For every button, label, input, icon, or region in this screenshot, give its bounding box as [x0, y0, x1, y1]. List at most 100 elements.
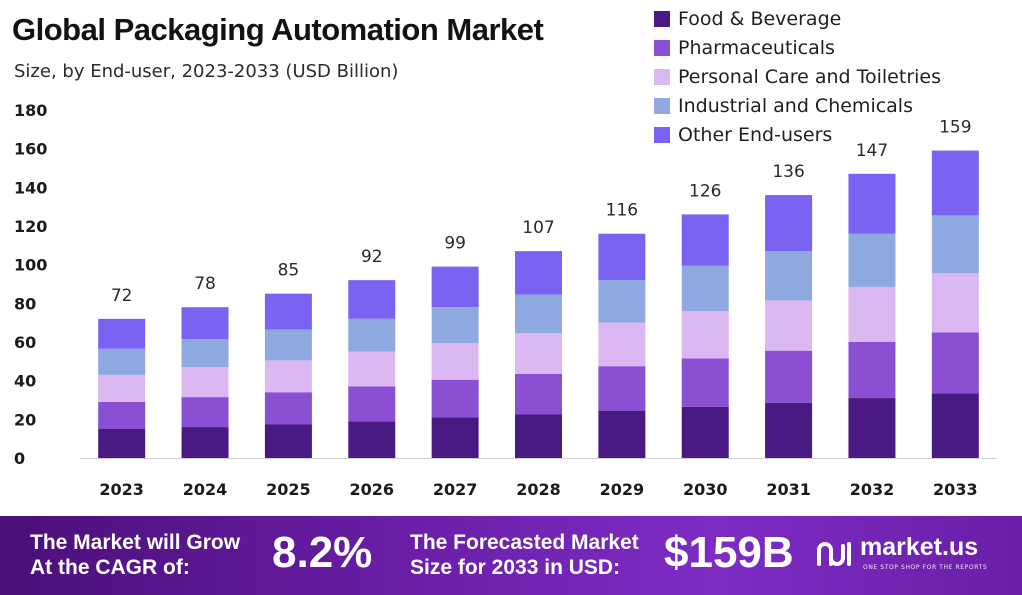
- bar-segment-personal-care-2024: [181, 367, 229, 398]
- x-tick-label-2032: 2032: [850, 480, 895, 499]
- y-tick-label: 180: [14, 101, 47, 120]
- bar-segment-pharmaceuticals-2027: [431, 379, 479, 418]
- bar-segment-other-end-users-2033: [931, 150, 979, 216]
- bar-segment-pharmaceuticals-2026: [348, 386, 396, 422]
- bar-segment-industrial-chemicals-2033: [931, 215, 979, 274]
- legend-label-personal-care: Personal Care and Toiletries: [678, 65, 942, 88]
- legend-label-industrial-chemicals: Industrial and Chemicals: [678, 94, 913, 117]
- bar-segment-food-beverage-2028: [515, 414, 562, 458]
- bar-segment-food-beverage-2027: [431, 417, 479, 458]
- legend-item-pharmaceuticals: Pharmaceuticals: [654, 33, 941, 62]
- y-tick-label: 40: [14, 372, 36, 391]
- chart-title: Global Packaging Automation Market: [12, 12, 544, 47]
- bar-stack-2026: 92: [348, 247, 396, 458]
- legend-item-personal-care: Personal Care and Toiletries: [654, 62, 941, 91]
- legend-item-industrial-chemicals: Industrial and Chemicals: [654, 91, 941, 120]
- bar-segment-other-end-users-2032: [848, 173, 896, 234]
- bar-stack-2027: 99: [431, 234, 479, 458]
- y-tick-label: 100: [14, 256, 47, 275]
- legend-label-food-beverage: Food & Beverage: [678, 7, 842, 30]
- bar-segment-food-beverage-2031: [765, 402, 813, 458]
- total-label-2025: 85: [278, 261, 300, 281]
- bar-segment-other-end-users-2028: [515, 251, 562, 295]
- bar-segment-other-end-users-2029: [598, 233, 646, 281]
- bar-segment-industrial-chemicals-2030: [681, 265, 729, 312]
- bar-segment-personal-care-2029: [598, 322, 646, 367]
- x-tick-label-2026: 2026: [350, 480, 395, 499]
- bar-segment-industrial-chemicals-2026: [348, 318, 396, 352]
- x-tick-label-2024: 2024: [183, 480, 228, 499]
- bar-segment-pharmaceuticals-2028: [515, 373, 562, 415]
- bar-segment-food-beverage-2023: [98, 429, 146, 458]
- bar-segment-personal-care-2028: [515, 333, 562, 374]
- bar-segment-personal-care-2027: [431, 342, 479, 380]
- bar-stack-2032: 147: [848, 141, 896, 458]
- legend-swatch-other-end-users: [654, 126, 670, 143]
- y-tick-label: 60: [14, 333, 36, 352]
- forecast-caption: The Forecasted Market Size for 2033 in U…: [410, 530, 639, 580]
- chart-subtitle: Size, by End-user, 2023-2033 (USD Billio…: [14, 61, 399, 82]
- legend-swatch-industrial-chemicals: [654, 97, 670, 114]
- x-tick-label-2023: 2023: [99, 480, 144, 499]
- total-label-2031: 136: [772, 162, 804, 182]
- cagr-caption-line1: The Market will Grow: [30, 531, 241, 554]
- bar-segment-other-end-users-2025: [264, 293, 312, 330]
- bar-stack-2030: 126: [681, 181, 729, 458]
- bar-segment-food-beverage-2024: [181, 427, 229, 458]
- stacked-bar-chart: 0 20 40 60 80 100 120 140 160 180 72 78 85 92 99 107 11…: [14, 101, 997, 499]
- market-us-logo-name: market.us: [860, 533, 979, 561]
- market-us-logo-tagline: ONE STOP SHOP FOR THE REPORTS: [863, 564, 988, 571]
- bar-segment-food-beverage-2029: [598, 410, 646, 458]
- y-tick-label: 120: [14, 217, 47, 236]
- total-label-2032: 147: [856, 141, 888, 161]
- total-label-2028: 107: [522, 218, 554, 238]
- x-tick-label-2033: 2033: [933, 480, 978, 499]
- y-tick-label: 20: [14, 410, 36, 429]
- bar-segment-pharmaceuticals-2024: [181, 397, 229, 428]
- bar-segment-pharmaceuticals-2030: [681, 358, 729, 407]
- bar-segment-other-end-users-2023: [98, 318, 146, 349]
- bar-segment-industrial-chemicals-2028: [515, 294, 562, 334]
- bar-segment-other-end-users-2031: [765, 195, 813, 252]
- y-tick-label: 80: [14, 294, 36, 313]
- bar-segment-industrial-chemicals-2023: [98, 348, 146, 375]
- bar-stack-2029: 116: [598, 201, 646, 458]
- bar-stack-2031: 136: [765, 162, 813, 458]
- bar-segment-industrial-chemicals-2024: [181, 339, 229, 368]
- total-label-2027: 99: [444, 234, 466, 254]
- y-axis: 0 20 40 60 80 100 120 140 160 180: [14, 101, 47, 468]
- total-label-2023: 72: [111, 286, 133, 306]
- bar-stack-2033: 159: [931, 118, 979, 458]
- legend-label-other-end-users: Other End-users: [678, 123, 833, 146]
- x-tick-label-2027: 2027: [433, 480, 478, 499]
- bar-segment-pharmaceuticals-2033: [931, 332, 979, 394]
- bar-segment-industrial-chemicals-2025: [264, 329, 312, 361]
- cagr-caption: The Market will Grow At the CAGR of:: [30, 530, 240, 580]
- bar-segment-pharmaceuticals-2032: [848, 342, 896, 399]
- bar-segment-industrial-chemicals-2031: [765, 251, 813, 301]
- bar-segment-personal-care-2025: [264, 360, 312, 393]
- bar-segment-personal-care-2033: [931, 273, 979, 333]
- y-tick-label: 140: [14, 178, 47, 197]
- bar-segment-personal-care-2032: [848, 286, 896, 342]
- bar-stack-2024: 78: [181, 274, 229, 458]
- x-tick-label-2031: 2031: [766, 480, 811, 499]
- cagr-caption-line2: At the CAGR of:: [30, 556, 190, 579]
- bar-segment-pharmaceuticals-2031: [765, 350, 813, 403]
- market-us-logo-icon: [817, 542, 851, 566]
- total-label-2033: 159: [939, 118, 971, 138]
- legend-swatch-food-beverage: [654, 10, 670, 27]
- x-tick-label-2028: 2028: [516, 480, 561, 499]
- x-tick-label-2025: 2025: [266, 480, 311, 499]
- legend-swatch-personal-care: [654, 68, 670, 85]
- legend: Food & Beverage Pharmaceuticals Personal…: [654, 4, 941, 149]
- bar-segment-other-end-users-2024: [181, 307, 229, 340]
- total-label-2030: 126: [689, 181, 721, 201]
- x-axis: 2023 2024 2025 2026 2027 2028 2029 2030 2031 2032…: [99, 480, 977, 499]
- y-tick-label: 160: [14, 140, 47, 159]
- forecast-caption-line2: Size for 2033 in USD:: [410, 556, 621, 579]
- cagr-value: 8.2%: [272, 528, 373, 577]
- bar-segment-pharmaceuticals-2025: [264, 392, 312, 425]
- x-tick-label-2029: 2029: [600, 480, 645, 499]
- bar-segment-other-end-users-2026: [348, 280, 396, 319]
